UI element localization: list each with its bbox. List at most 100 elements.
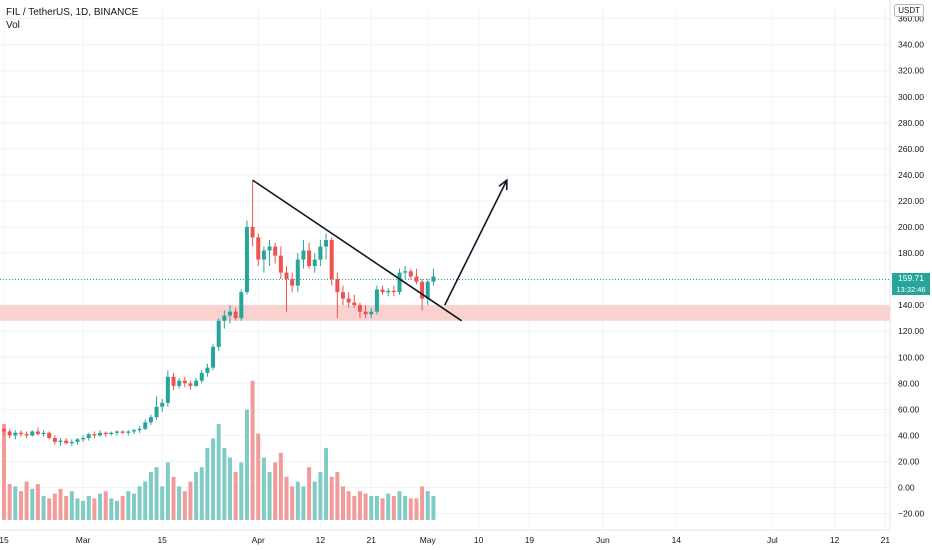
volume-bar: [312, 481, 317, 520]
volume-bar: [103, 491, 108, 520]
candle: [98, 430, 103, 437]
candle: [64, 438, 69, 445]
candle: [7, 428, 12, 439]
price-tick-label: 0.00: [898, 483, 915, 493]
volume-bar: [408, 498, 413, 520]
volume-bar: [414, 498, 419, 520]
volume-bar: [2, 424, 6, 520]
volume-bar: [165, 462, 170, 520]
candle: [216, 318, 221, 351]
candle: [352, 294, 357, 308]
price-tick-label: 260.00: [898, 144, 924, 154]
candles: [2, 180, 436, 446]
candle: [92, 431, 97, 439]
breakout-arrow-head: [498, 178, 508, 191]
volume-bar: [233, 472, 238, 520]
price-tick-label: 280.00: [898, 118, 924, 128]
candle: [177, 378, 182, 389]
candle: [194, 378, 199, 388]
volume-bar: [403, 496, 408, 520]
quote-currency-badge[interactable]: USDT: [894, 4, 924, 17]
volume-bars: [2, 380, 436, 520]
volume-bar: [216, 424, 221, 520]
candle: [357, 302, 362, 319]
volume-bar: [324, 448, 329, 520]
volume-bar: [35, 484, 40, 520]
candle: [18, 430, 23, 437]
candle: [278, 246, 283, 280]
price-tick-label: 100.00: [898, 352, 924, 362]
symbol-title[interactable]: FIL / TetherUS, 1D, BINANCE: [6, 7, 139, 18]
candle: [171, 372, 176, 390]
price-axis[interactable]: 360.00 340.00 320.00 300.00 280.00 260.00 240.…: [898, 14, 925, 519]
volume-bar: [52, 493, 57, 520]
candle: [35, 427, 40, 436]
volume-bar: [137, 486, 142, 520]
volume-bar: [374, 496, 379, 520]
time-tick-label: 21: [367, 535, 377, 545]
candle: [148, 414, 153, 425]
candle: [165, 370, 170, 407]
time-tick-label: 15: [0, 535, 9, 545]
volume-bar: [244, 409, 249, 520]
candle: [205, 363, 210, 377]
volume-bar: [391, 496, 396, 520]
time-tick-label: 19: [525, 535, 535, 545]
volume-bar: [98, 493, 103, 520]
volume-bar: [380, 498, 385, 520]
candle: [284, 266, 289, 312]
candle: [369, 307, 374, 319]
candle: [312, 253, 317, 273]
candle: [290, 272, 295, 293]
time-axis[interactable]: 15 Mar 15 Apr 12 21 May 10 19 Jun 14 Jul 12 21: [0, 535, 890, 545]
volume-bar: [329, 476, 334, 520]
candle: [425, 279, 430, 306]
volume-bar: [278, 452, 283, 520]
time-tick-label: Jun: [596, 535, 610, 545]
volume-bar: [177, 486, 182, 520]
time-tick-label: 10: [474, 535, 484, 545]
candle: [47, 431, 52, 440]
volume-bar: [64, 496, 69, 520]
volume-bar: [307, 467, 312, 520]
volume-bar: [69, 491, 74, 520]
candle: [261, 246, 266, 273]
volume-bar: [47, 498, 52, 520]
candle: [137, 426, 142, 433]
volume-bar: [239, 462, 244, 520]
candle: [324, 233, 329, 260]
volume-bar: [160, 486, 165, 520]
candle: [115, 430, 119, 436]
volume-label[interactable]: Vol: [6, 20, 20, 31]
candle: [267, 240, 272, 267]
candle: [2, 427, 6, 436]
candle: [414, 268, 419, 285]
candle: [397, 268, 402, 295]
candle: [228, 305, 232, 324]
volume-bar: [18, 491, 23, 520]
volume-bar: [41, 496, 46, 520]
volume-bar: [120, 496, 125, 520]
candle: [374, 285, 379, 315]
candle: [233, 307, 238, 321]
candle: [199, 370, 204, 384]
price-tick-label: 220.00: [898, 196, 924, 206]
candle: [103, 431, 108, 437]
volume-bar: [341, 486, 345, 520]
candle: [69, 439, 74, 446]
volume-bar: [7, 484, 12, 520]
candle: [250, 180, 255, 247]
volume-bar: [131, 493, 136, 520]
candle: [81, 435, 86, 442]
trendline[interactable]: [252, 179, 463, 322]
time-tick-label: 21: [881, 535, 891, 545]
candle: [13, 430, 18, 440]
breakout-arrow[interactable]: [443, 179, 508, 306]
candle: [160, 398, 165, 412]
volume-bar: [318, 472, 323, 520]
volume-bar: [228, 457, 232, 520]
candle: [295, 253, 300, 293]
price-tick-label: 240.00: [898, 170, 924, 180]
candle: [86, 432, 91, 441]
